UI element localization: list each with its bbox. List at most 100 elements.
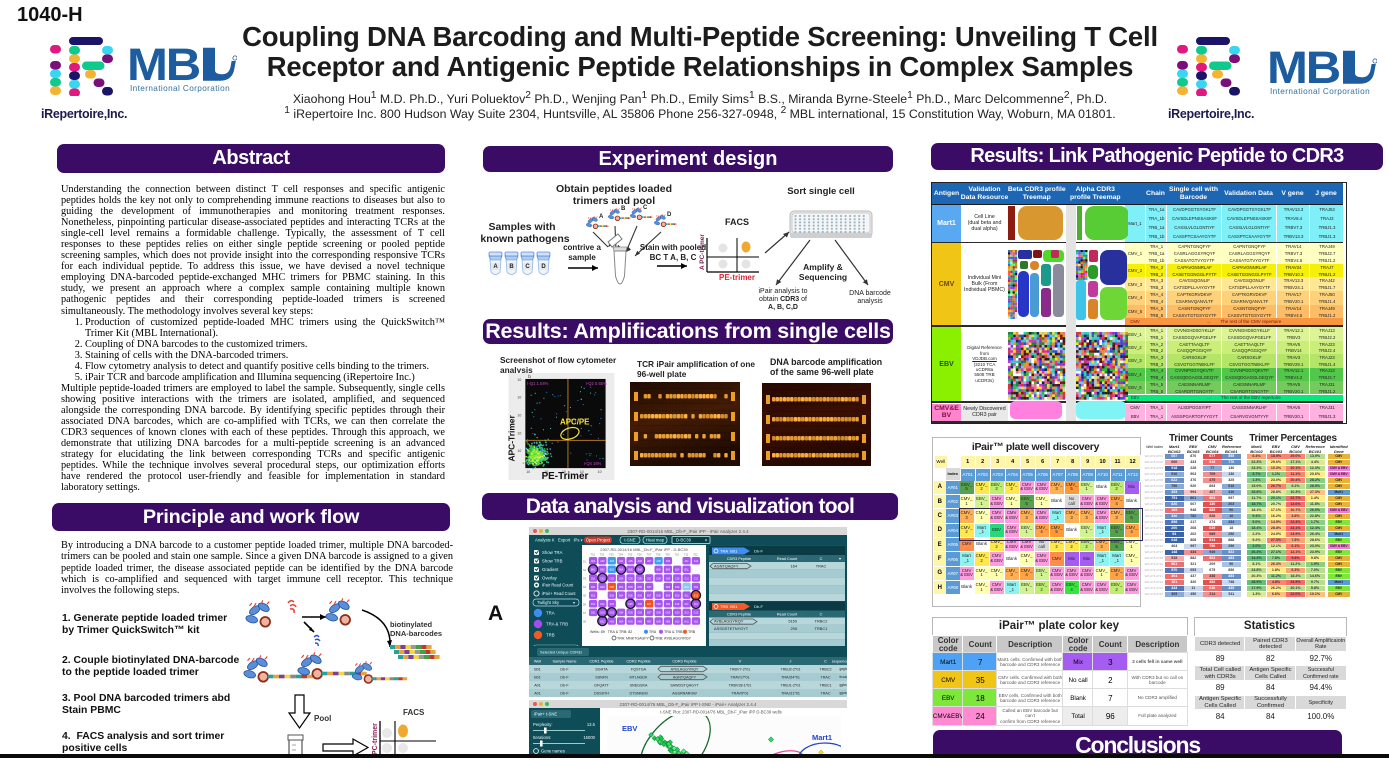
- svg-text:S6: S6: [583, 602, 587, 606]
- svg-text:13.5: 13.5: [587, 722, 596, 727]
- svg-text:J: J: [790, 660, 792, 664]
- svg-text:SGHTA: SGHTA: [595, 667, 608, 671]
- svg-text:G09: G09: [666, 612, 671, 615]
- svg-text:ttccagggggtggc: ttccagggggtggc: [840, 675, 848, 679]
- svg-text:A PC-trimer: A PC-trimer: [699, 234, 706, 270]
- svg-text:A: A: [493, 264, 498, 270]
- svg-text:TRA: TRA: [649, 630, 657, 634]
- svg-text:Show TRA: Show TRA: [542, 550, 563, 555]
- svg-text:Samples with: Samples with: [488, 221, 555, 233]
- svg-text:B09: B09: [666, 569, 671, 572]
- svg-text:Twilight Sky: Twilight Sky: [537, 600, 560, 605]
- svg-text:S2: S2: [583, 568, 587, 572]
- svg-text:H02: H02: [600, 620, 605, 623]
- svg-text:10: 10: [544, 470, 548, 474]
- svg-text:H11: H11: [684, 620, 689, 623]
- svg-text:D10: D10: [675, 586, 680, 589]
- svg-text:B03: B03: [610, 569, 615, 572]
- svg-text:Heat map: Heat map: [646, 538, 665, 543]
- svg-text:F12: F12: [694, 603, 699, 606]
- svg-text:FACS: FACS: [403, 708, 425, 717]
- svg-text:C07: C07: [647, 577, 652, 580]
- svg-text:TRA & TRB: TRA & TRB: [546, 622, 568, 627]
- svg-text:F10: F10: [675, 603, 680, 606]
- svg-text:ggctccagttctct: ggctccagttctct: [840, 691, 848, 695]
- svg-text:Sort single cell: Sort single cell: [787, 186, 855, 197]
- svg-text:ASSGSTETNYGYT: ASSGSTETNYGYT: [714, 626, 749, 631]
- svg-text:Gene names: Gene names: [541, 749, 565, 754]
- svg-text:TRBC1: TRBC1: [815, 626, 828, 631]
- svg-text:D12: D12: [694, 586, 699, 589]
- svg-text:T04: T04: [618, 553, 623, 557]
- svg-text:A09: A09: [666, 560, 671, 563]
- svg-text:Stain with pooled: Stain with pooled: [640, 243, 706, 252]
- svg-text:F07: F07: [647, 603, 652, 606]
- svg-text:F03: F03: [610, 603, 615, 606]
- svg-text:E09: E09: [666, 595, 671, 598]
- svg-text:TRBJ1-2*01: TRBJ1-2*01: [780, 683, 800, 687]
- svg-text:H07: H07: [647, 620, 652, 623]
- svg-text:TRBC2: TRBC2: [819, 667, 831, 671]
- svg-text:Db-F: Db-F: [754, 604, 763, 609]
- svg-text:AGSRNARGW: AGSRNARGW: [672, 691, 697, 695]
- svg-text:A01: A01: [534, 691, 541, 695]
- svg-text:t-SNE Plot: 2307-RD-0014/76 MB: t-SNE Plot: 2307-RD-0014/76 MBL_Db-F_iPa…: [660, 710, 781, 715]
- svg-text:D06: D06: [638, 586, 643, 589]
- svg-text:APC/PE: APC/PE: [560, 418, 589, 427]
- svg-text:F01: F01: [591, 603, 596, 606]
- svg-text:Db-F: Db-F: [560, 675, 569, 679]
- svg-text:G03: G03: [610, 612, 615, 615]
- svg-text:A: A: [599, 214, 604, 220]
- svg-text:B01: B01: [534, 667, 541, 671]
- svg-text:▾: ▾: [705, 538, 707, 543]
- svg-text:TRAC: TRAC: [816, 564, 827, 569]
- svg-text:AGNTQAQFY: AGNTQAQFY: [714, 564, 739, 569]
- svg-text:Well: Well: [534, 660, 541, 664]
- svg-text:↑: ↑: [801, 613, 803, 617]
- svg-text:S8: S8: [583, 620, 587, 624]
- svg-text:CDR2 Peptide: CDR2 Peptide: [626, 660, 650, 664]
- svg-text:F06: F06: [638, 603, 643, 606]
- svg-text:Obtain peptides loaded: Obtain peptides loaded: [556, 183, 672, 195]
- svg-text:SAWDSTQAGYT: SAWDSTQAGYT: [670, 683, 699, 687]
- svg-text:T09: T09: [665, 553, 670, 557]
- svg-text:Overlay: Overlay: [542, 576, 558, 581]
- svg-text:D03: D03: [610, 586, 615, 589]
- svg-text:T12: T12: [693, 553, 698, 557]
- svg-text:iPair+ Read Count: iPair+ Read Count: [542, 591, 576, 596]
- svg-text:S7: S7: [583, 611, 587, 615]
- svg-text:TRAC: TRAC: [820, 691, 830, 695]
- svg-text:S5: S5: [583, 594, 587, 598]
- svg-text:TRBJ2-2*01: TRBJ2-2*01: [780, 667, 800, 671]
- svg-text:15000: 15000: [583, 735, 595, 740]
- svg-text:C04: C04: [619, 577, 624, 580]
- svg-text:obtain CDR3 of: obtain CDR3 of: [759, 296, 807, 303]
- svg-text:Db-F: Db-F: [754, 549, 763, 554]
- svg-text:E10: E10: [675, 595, 680, 598]
- svg-text:PC-trimer: PC-trimer: [372, 723, 379, 755]
- svg-text:B04: B04: [619, 569, 624, 572]
- svg-text:T10: T10: [675, 553, 680, 557]
- svg-text:Sequencing: Sequencing: [799, 272, 847, 282]
- svg-text:E04: E04: [619, 595, 624, 598]
- svg-text:DFQATT: DFQATT: [594, 683, 609, 687]
- svg-text:known pathogens: known pathogens: [480, 233, 569, 245]
- svg-text:↑: ↑: [801, 557, 803, 561]
- svg-text:Perplexity:: Perplexity:: [533, 722, 553, 727]
- svg-text:Mart1: Mart1: [812, 733, 832, 742]
- svg-text:D11: D11: [684, 586, 689, 589]
- svg-text:CDR1 Peptide: CDR1 Peptide: [589, 660, 613, 664]
- svg-text:2307-RD-0014/16 MBL_Db-F_iPair: 2307-RD-0014/16 MBL_Db-F_iPair iPP - D-B…: [600, 547, 688, 552]
- svg-text:A03: A03: [610, 560, 615, 563]
- svg-text:Read Count: Read Count: [777, 613, 798, 617]
- svg-text:TRB B01: TRB B01: [720, 604, 738, 609]
- svg-text:iPair+ t-SNE: iPair+ t-SNE: [534, 712, 557, 717]
- svg-text:PE-Trimer: PE-Trimer: [542, 471, 589, 480]
- svg-text:E12: E12: [694, 595, 699, 598]
- svg-text:F05: F05: [628, 603, 633, 606]
- svg-text:biotinylated: biotinylated: [390, 620, 433, 629]
- svg-text:Amplify &: Amplify &: [803, 262, 843, 272]
- svg-text:H03: H03: [610, 620, 615, 623]
- svg-text:contrive a: contrive a: [563, 243, 601, 252]
- svg-text:TRAV17*01: TRAV17*01: [730, 675, 749, 679]
